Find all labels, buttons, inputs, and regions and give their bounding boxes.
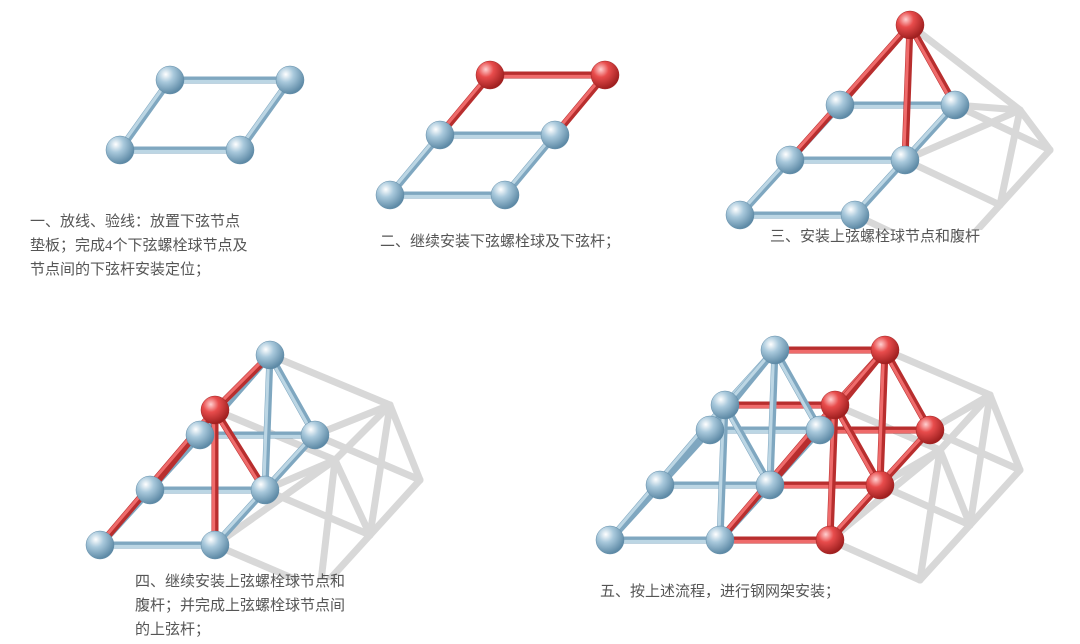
step-2-panel: [370, 20, 690, 220]
step-1-svg: [70, 20, 350, 220]
step-3-svg: [710, 0, 1070, 230]
step-4-caption: 四、继续安装上弦螺栓球节点和 腹杆；并完成上弦螺栓球节点间 的上弦杆；: [135, 570, 435, 642]
step-4-panel: [60, 320, 480, 580]
step-2-svg: [370, 20, 690, 220]
step-5-caption: 五、按上述流程，进行钢网架安装；: [600, 580, 960, 604]
step-4-svg: [60, 320, 480, 580]
step-1-panel: [70, 20, 350, 220]
step-5-panel: [520, 300, 1060, 580]
step-3-panel: [710, 0, 1070, 220]
step-3-caption: 三、安装上弦螺栓球节点和腹杆: [770, 225, 1070, 249]
step-1-caption: 一、放线、验线：放置下弦节点 垫板；完成4个下弦螺栓球节点及 节点间的下弦杆安装…: [30, 210, 290, 282]
step-2-caption: 二、继续安装下弦螺栓球及下弦杆；: [380, 230, 700, 254]
diagram-stage: 一、放线、验线：放置下弦节点 垫板；完成4个下弦螺栓球节点及 节点间的下弦杆安装…: [0, 0, 1080, 644]
step-5-svg: [520, 300, 1060, 590]
